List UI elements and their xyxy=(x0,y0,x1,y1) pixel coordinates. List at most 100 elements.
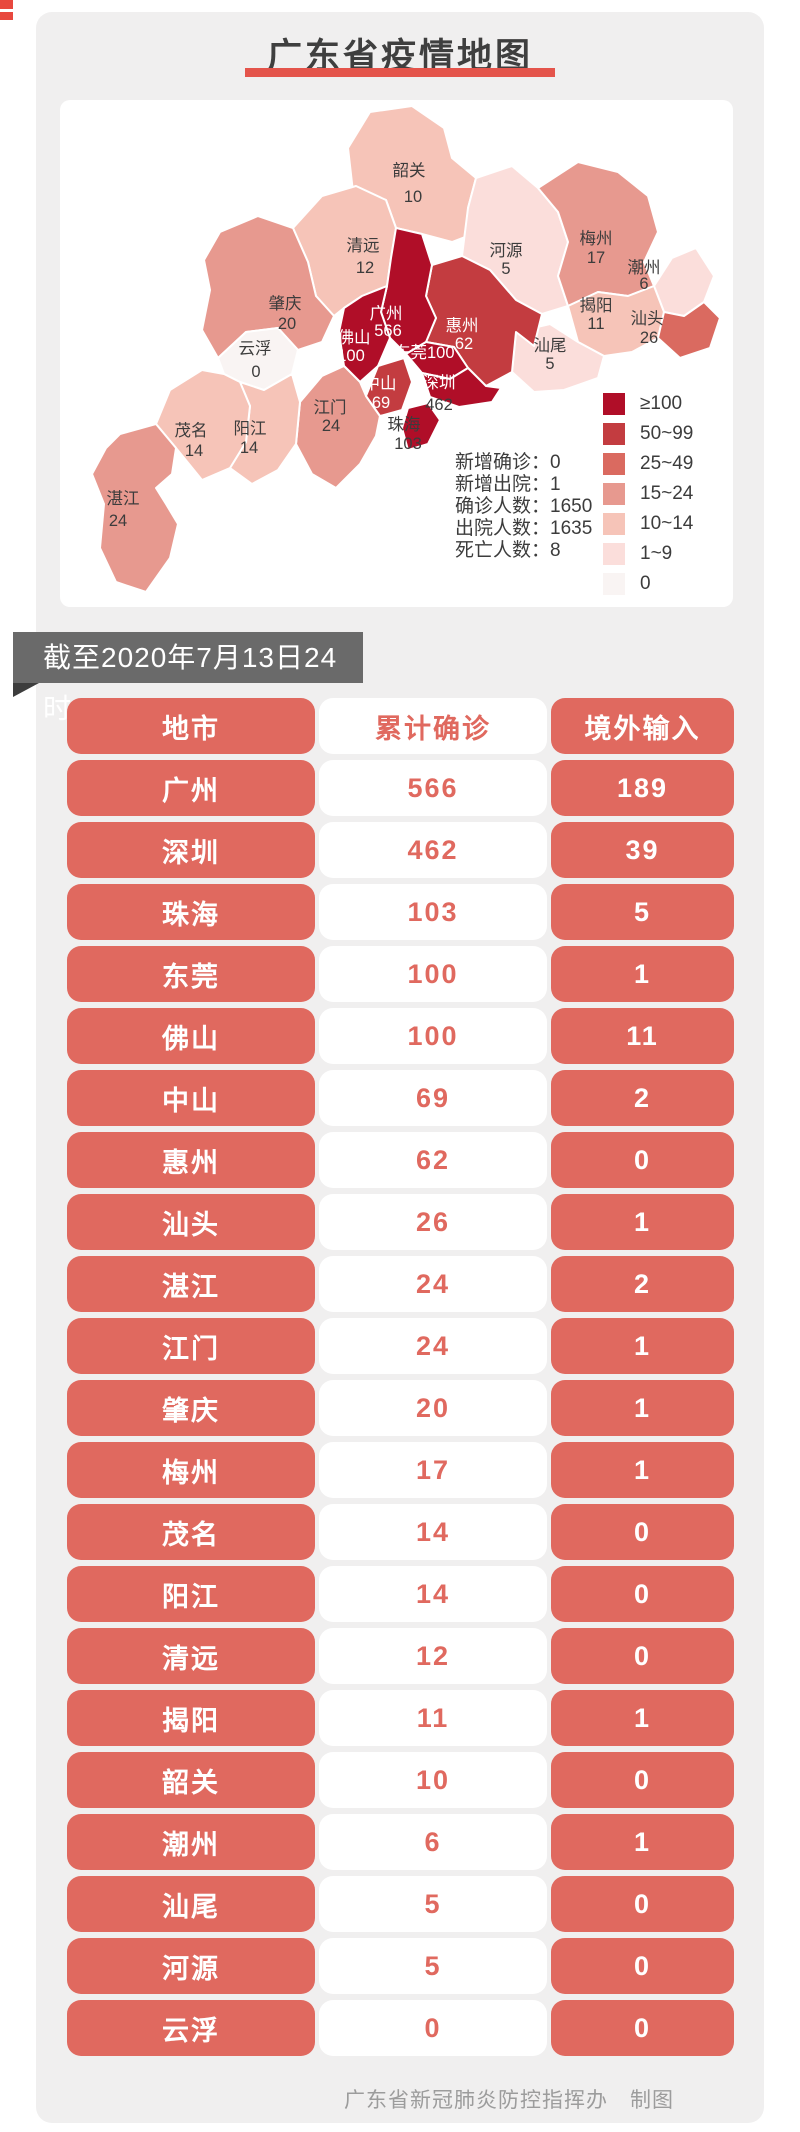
confirmed-cell: 69 xyxy=(319,1070,547,1126)
imported-cell: 0 xyxy=(551,1876,734,1932)
city-cell: 肇庆 xyxy=(67,1380,315,1436)
map-value-maoming: 14 xyxy=(185,442,203,460)
legend-item: ≥100 xyxy=(603,393,693,415)
legend-label: 0 xyxy=(640,573,651,594)
map-label-maoming: 茂名 xyxy=(175,421,208,440)
imported-cell: 0 xyxy=(551,1566,734,1622)
confirmed-cell: 62 xyxy=(319,1132,547,1188)
header-cell-confirmed: 累计确诊 xyxy=(319,698,547,754)
legend-item: 10~14 xyxy=(603,513,693,535)
imported-cell: 2 xyxy=(551,1070,734,1126)
table-row: 揭阳 11 1 xyxy=(67,1690,734,1746)
map-label-dongguan: 东莞 xyxy=(394,343,427,362)
map-value-shenzhen: 462 xyxy=(425,396,453,414)
table-row: 江门 24 1 xyxy=(67,1318,734,1374)
imported-cell: 2 xyxy=(551,1256,734,1312)
map-value-zhongshan: 69 xyxy=(372,394,390,412)
city-cell: 韶关 xyxy=(67,1752,315,1808)
map-value-zhanjiang: 24 xyxy=(109,512,127,530)
region-zhongshan xyxy=(365,357,413,417)
confirmed-cell: 462 xyxy=(319,822,547,878)
legend-item: 15~24 xyxy=(603,483,693,505)
legend-item: 1~9 xyxy=(603,543,693,565)
map-label-huizhou: 惠州 xyxy=(446,316,479,335)
confirmed-cell: 14 xyxy=(319,1504,547,1560)
legend-label: 10~14 xyxy=(640,513,694,534)
legend-swatch xyxy=(603,423,625,445)
stat-total-confirmed: 确诊人数：1650 xyxy=(455,496,593,517)
map-value-zhuhai: 103 xyxy=(394,435,422,453)
map-value-yunfu: 0 xyxy=(251,363,260,381)
confirmed-cell: 12 xyxy=(319,1628,547,1684)
region-shenzhen xyxy=(421,367,502,408)
city-cell: 深圳 xyxy=(67,822,315,878)
city-cell: 东莞 xyxy=(67,946,315,1002)
city-cell: 云浮 xyxy=(67,2000,315,2056)
stat-deaths: 死亡人数：8 xyxy=(455,540,561,561)
summary-stats: 新增确诊：0 新增出院：1 确诊人数：1650 出院人数：1635 死亡人数：8 xyxy=(455,452,592,562)
legend-swatch xyxy=(603,483,625,505)
city-cell: 佛山 xyxy=(67,1008,315,1064)
imported-cell: 0 xyxy=(551,2000,734,2056)
city-cell: 揭阳 xyxy=(67,1690,315,1746)
table-row: 佛山 100 11 xyxy=(67,1008,734,1064)
city-cell: 惠州 xyxy=(67,1132,315,1188)
city-cell: 珠海 xyxy=(67,884,315,940)
corner-mark xyxy=(0,0,13,9)
legend-swatch xyxy=(603,573,625,595)
table-row: 阳江 14 0 xyxy=(67,1566,734,1622)
imported-cell: 1 xyxy=(551,1814,734,1870)
legend-label: 15~24 xyxy=(640,483,694,504)
confirmed-cell: 17 xyxy=(319,1442,547,1498)
confirmed-cell: 24 xyxy=(319,1256,547,1312)
legend-label: 25~49 xyxy=(640,453,694,474)
imported-cell: 1 xyxy=(551,1194,734,1250)
stat-new-discharged: 新增出院：1 xyxy=(455,474,561,495)
city-cell: 河源 xyxy=(67,1938,315,1994)
city-cell: 汕尾 xyxy=(67,1876,315,1932)
map-value-yangjiang: 14 xyxy=(240,439,258,457)
table-row: 韶关 10 0 xyxy=(67,1752,734,1808)
confirmed-cell: 5 xyxy=(319,1938,547,1994)
map-value-chaozhou: 6 xyxy=(639,275,648,293)
table-row: 汕尾 5 0 xyxy=(67,1876,734,1932)
map-label-zhongshan: 中山 xyxy=(364,374,397,393)
imported-cell: 1 xyxy=(551,1442,734,1498)
confirmed-cell: 26 xyxy=(319,1194,547,1250)
legend-label: 1~9 xyxy=(640,543,673,564)
map-label-shanwei: 汕尾 xyxy=(534,336,567,355)
legend-swatch xyxy=(603,453,625,475)
table-row: 广州 566 189 xyxy=(67,760,734,816)
table-row: 东莞 100 1 xyxy=(67,946,734,1002)
header-cell-imported: 境外输入 xyxy=(551,698,734,754)
map-value-jieyang: 11 xyxy=(587,315,604,333)
city-stats-table: 地市 累计确诊 境外输入 广州 566 189 深圳 462 39 珠海 103… xyxy=(67,698,734,2062)
region-zhanjiang xyxy=(91,423,179,593)
table-row: 肇庆 20 1 xyxy=(67,1380,734,1436)
map-label-jieyang: 揭阳 xyxy=(580,296,613,315)
table-row: 梅州 17 1 xyxy=(67,1442,734,1498)
imported-cell: 0 xyxy=(551,1752,734,1808)
city-cell: 茂名 xyxy=(67,1504,315,1560)
region-zhuhai xyxy=(401,402,441,451)
city-cell: 潮州 xyxy=(67,1814,315,1870)
city-cell: 汕头 xyxy=(67,1194,315,1250)
imported-cell: 5 xyxy=(551,884,734,940)
imported-cell: 0 xyxy=(551,1938,734,1994)
map-label-zhaoqing: 肇庆 xyxy=(269,294,302,313)
imported-cell: 0 xyxy=(551,1504,734,1560)
legend-item: 25~49 xyxy=(603,453,693,475)
city-cell: 中山 xyxy=(67,1070,315,1126)
imported-cell: 11 xyxy=(551,1008,734,1064)
map-value-guangzhou: 566 xyxy=(374,322,402,340)
confirmed-cell: 14 xyxy=(319,1566,547,1622)
city-cell: 阳江 xyxy=(67,1566,315,1622)
map-label-zhanjiang: 湛江 xyxy=(107,489,140,508)
confirmed-cell: 100 xyxy=(319,946,547,1002)
corner-mark xyxy=(0,12,13,20)
map-value-huizhou: 62 xyxy=(455,335,473,353)
legend-label: ≥100 xyxy=(640,393,683,414)
imported-cell: 1 xyxy=(551,1690,734,1746)
imported-cell: 1 xyxy=(551,946,734,1002)
